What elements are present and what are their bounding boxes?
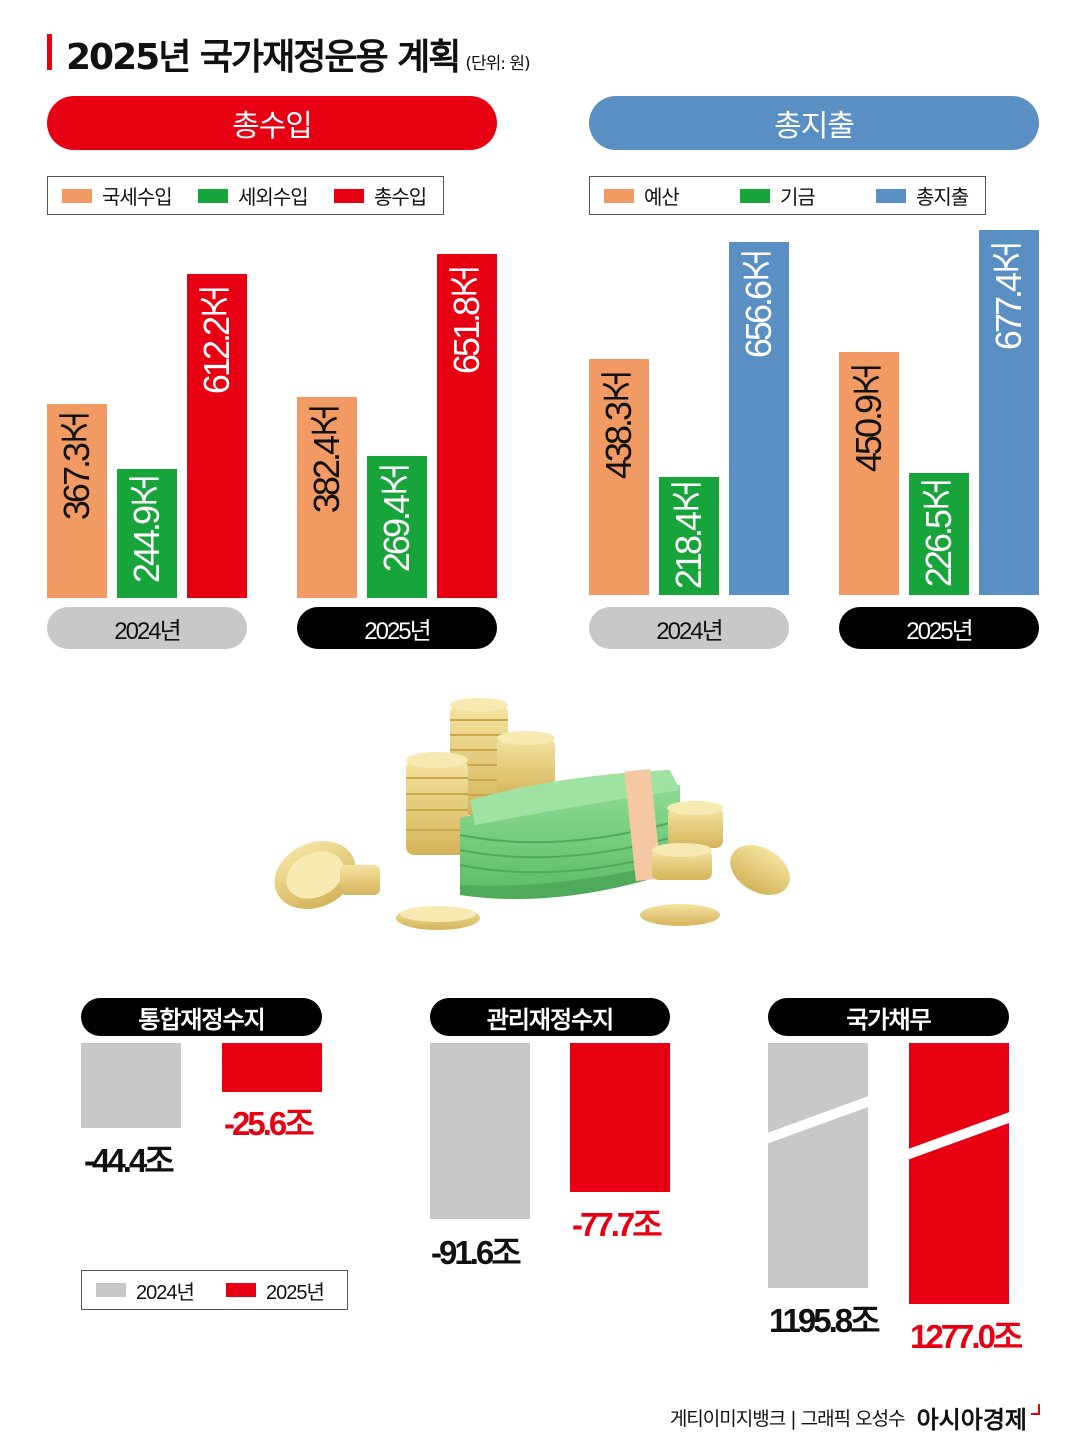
year-pill-2024: 2024년 [589,607,789,649]
year-label: 2024년 [656,617,723,645]
legend-label: 2025년 [266,1281,325,1304]
bar-label: 226.5조 [918,479,959,588]
red-swatch [334,188,364,203]
axis-break-icon [768,1091,868,1145]
bar-expenditure-2025-total: 677.4조 [979,230,1039,595]
legend-item-2025: 2025년 [226,1276,325,1305]
bar-expenditure-2024-total: 656.6조 [729,242,789,595]
legend-item-fund: 기금 [740,181,876,210]
bottom-legend: 2024년 2025년 [81,1270,348,1310]
bar-label: 269.4조 [376,464,417,573]
unit-label: (단위: 원) [465,54,530,74]
bar-debt-2025 [909,1043,1009,1304]
bar-revenue-2025-national-tax: 382.4조 [297,397,357,598]
value-managed-2025: -77.7조 [572,1206,663,1243]
legend-label: 2024년 [136,1281,195,1304]
bar-label: 367.3조 [56,412,97,521]
bar-managed-2024 [430,1043,530,1219]
managed-balance-header: 관리재정수지 [430,998,670,1036]
year-label: 2025년 [906,617,973,645]
coins-cash-illustration [274,698,790,930]
bar-label: 656.6조 [738,250,779,359]
brand-mark-icon [1031,1404,1040,1415]
section-title: 관리재정수지 [486,1005,614,1034]
legend-label: 총지출 [916,185,969,209]
legend-item-national-tax: 국세수입 [62,181,198,210]
legend-item-non-tax: 세외수입 [198,181,334,210]
bar-expenditure-2024-budget: 438.3조 [589,359,649,595]
expenditure-header: 총지출 [589,96,1039,150]
bar-label: 612.2조 [196,286,237,395]
value-debt-2025: 1277.0조 [910,1318,1023,1355]
bar-integrated-2025 [222,1043,322,1092]
bar-revenue-2025-non-tax: 269.4조 [367,456,427,598]
bar-label: 450.9조 [848,364,889,473]
gray-swatch [96,1283,126,1297]
revenue-header: 총수입 [47,96,497,150]
value-integrated-2025: -25.6조 [224,1105,315,1142]
title-accent-bar [47,34,52,70]
bar-revenue-2024-total: 612.2조 [187,274,247,598]
integrated-balance-header: 통합재정수지 [81,998,322,1036]
expenditure-legend: 예산 기금 총지출 [589,176,986,215]
coins-left-icon [274,840,480,930]
coin-stack-icon [406,698,555,855]
section-title: 국가채무 [846,1005,931,1034]
red-swatch [226,1283,256,1297]
bar-revenue-2024-non-tax: 244.9조 [117,469,177,598]
year-label: 2025년 [364,617,431,645]
bar-label: 438.3조 [598,371,639,480]
expenditure-title: 총지출 [774,109,855,144]
legend-label: 예산 [644,185,680,209]
bar-label: 382.4조 [306,405,347,514]
orange-swatch [604,188,634,203]
bar-revenue-2025-total: 651.8조 [437,254,497,598]
legend-label: 총수입 [374,185,427,209]
bar-integrated-2024 [81,1043,181,1128]
coins-right-icon [640,801,790,926]
axis-break-icon [909,1107,1009,1161]
bar-expenditure-2025-budget: 450.9조 [839,352,899,595]
bar-label: 651.8조 [446,266,487,375]
page-title: 2025년 국가재정운용 계획 (단위: 원) [66,28,531,80]
legend-label: 기금 [780,185,816,209]
credit-text: 게티이미지뱅크 | 그래픽 오성수 [669,1408,906,1430]
bar-revenue-2024-national-tax: 367.3조 [47,404,107,598]
revenue-title: 총수입 [232,109,313,144]
national-debt-header: 국가채무 [768,998,1009,1036]
bar-label: 677.4조 [988,242,1029,351]
green-swatch [198,188,228,203]
value-debt-2024: 1195.8조 [769,1302,880,1339]
legend-item-2024: 2024년 [96,1276,226,1305]
blue-swatch [876,188,906,203]
bar-label: 244.9조 [126,475,167,584]
year-pill-2024: 2024년 [47,607,247,649]
bar-expenditure-2024-fund: 218.4조 [659,477,719,595]
bar-debt-2024 [768,1043,868,1288]
value-managed-2024: -91.6조 [431,1234,522,1271]
value-integrated-2024: -44.4조 [84,1142,175,1179]
orange-swatch [62,188,92,203]
section-title: 통합재정수지 [138,1005,265,1034]
bar-expenditure-2025-fund: 226.5조 [909,473,969,595]
bar-label: 218.4조 [668,481,709,590]
brand-logo: 아시아경제 [916,1406,1027,1434]
year-pill-2025: 2025년 [297,607,497,649]
legend-label: 세외수입 [238,185,309,209]
green-swatch [740,188,770,203]
legend-item-total-expenditure: 총지출 [876,181,969,210]
footer: 게티이미지뱅크 | 그래픽 오성수 아시아경제 [670,1400,1040,1435]
legend-label: 국세수입 [102,185,173,209]
year-pill-2025: 2025년 [839,607,1039,649]
title-text: 2025년 국가재정운용 계획 [66,37,461,78]
legend-item-total-revenue: 총수입 [334,181,427,210]
bar-managed-2025 [570,1043,670,1192]
revenue-legend: 국세수입 세외수입 총수입 [47,176,444,215]
cash-stack-icon [459,768,681,900]
year-label: 2024년 [114,617,181,645]
legend-item-budget: 예산 [604,181,740,210]
